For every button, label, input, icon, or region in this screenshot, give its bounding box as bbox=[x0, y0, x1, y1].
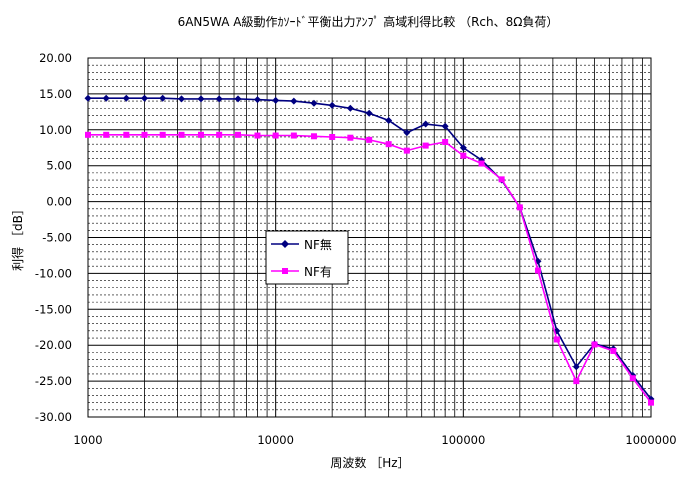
data-point bbox=[459, 144, 467, 152]
data-point bbox=[478, 160, 485, 167]
y-tick-label: -10.00 bbox=[35, 266, 72, 280]
data-point bbox=[178, 95, 186, 103]
data-point bbox=[553, 336, 560, 343]
data-point bbox=[235, 131, 242, 138]
data-point bbox=[460, 152, 467, 159]
y-tick-label: -5.00 bbox=[42, 231, 72, 245]
x-axis-ticks: 1000 10000 100000 1000000 bbox=[73, 433, 676, 447]
data-point bbox=[403, 147, 410, 154]
data-point bbox=[572, 363, 580, 371]
data-point bbox=[328, 101, 336, 109]
data-point bbox=[215, 95, 223, 103]
legend: NF無 NF有 bbox=[265, 230, 349, 285]
data-point bbox=[442, 139, 449, 146]
data-point bbox=[422, 120, 430, 128]
data-point bbox=[346, 104, 354, 112]
data-point bbox=[85, 131, 91, 138]
data-point bbox=[366, 136, 373, 143]
data-point bbox=[422, 142, 429, 149]
y-tick-label: 10.00 bbox=[39, 123, 72, 137]
data-point bbox=[441, 122, 449, 130]
data-point bbox=[385, 141, 392, 148]
data-point bbox=[103, 131, 110, 138]
legend-marker-nf-off bbox=[281, 240, 289, 248]
data-point bbox=[197, 95, 205, 103]
y-tick-label: -15.00 bbox=[35, 302, 72, 316]
data-point bbox=[254, 132, 261, 139]
y-tick-label: 5.00 bbox=[46, 159, 72, 173]
data-point bbox=[140, 94, 148, 102]
data-point bbox=[272, 132, 279, 139]
data-point bbox=[516, 204, 523, 211]
data-point bbox=[573, 378, 580, 385]
data-point bbox=[329, 133, 336, 140]
data-point bbox=[535, 267, 542, 274]
y-axis-ticks: 20.00 15.00 10.00 5.00 0.00 -5.00 -10.00 -15.00… bbox=[35, 51, 72, 424]
data-point bbox=[385, 116, 393, 124]
data-point bbox=[141, 131, 148, 138]
series-layer bbox=[84, 94, 655, 406]
data-point bbox=[159, 131, 166, 138]
data-point bbox=[648, 399, 654, 406]
legend-label-nf-off: NF無 bbox=[304, 237, 332, 252]
data-point bbox=[159, 94, 167, 102]
data-point bbox=[498, 176, 505, 183]
data-point bbox=[591, 341, 598, 348]
data-point bbox=[347, 134, 354, 141]
data-point bbox=[290, 97, 298, 105]
x-tick-label: 1000000 bbox=[625, 433, 676, 447]
y-tick-label: -30.00 bbox=[35, 410, 72, 424]
x-tick-label: 100000 bbox=[441, 433, 485, 447]
plot-border bbox=[87, 57, 652, 418]
data-point bbox=[365, 109, 373, 117]
chart-title: 6AN5WA A級動作ｶｿｰﾄﾞ平衡出力ｱﾝﾌﾟ 高域利得比較 （Rch、8Ω負… bbox=[178, 14, 559, 29]
data-point bbox=[253, 96, 261, 104]
y-axis-label: 利得 ［dB］ bbox=[10, 203, 25, 271]
major-gridlines bbox=[87, 57, 652, 418]
legend-marker-nf-on bbox=[282, 268, 288, 274]
data-point bbox=[234, 95, 242, 103]
data-point bbox=[272, 96, 280, 104]
data-point bbox=[84, 94, 92, 102]
y-tick-label: -20.00 bbox=[35, 338, 72, 352]
minor-gridlines-y bbox=[88, 64, 651, 411]
x-tick-label: 10000 bbox=[257, 433, 294, 447]
y-tick-label: 0.00 bbox=[46, 195, 72, 209]
data-point bbox=[102, 94, 110, 102]
data-point bbox=[310, 133, 317, 140]
data-point bbox=[122, 94, 130, 102]
data-point bbox=[216, 131, 223, 138]
data-point bbox=[123, 131, 130, 138]
data-point bbox=[290, 132, 297, 139]
x-axis-label: 周波数 ［Hz］ bbox=[330, 455, 409, 470]
legend-box bbox=[265, 230, 349, 285]
y-tick-label: 15.00 bbox=[39, 87, 72, 101]
data-point bbox=[178, 131, 185, 138]
legend-label-nf-on: NF有 bbox=[304, 265, 332, 279]
y-tick-label: 20.00 bbox=[39, 51, 72, 65]
y-tick-label: -25.00 bbox=[35, 374, 72, 388]
data-point bbox=[310, 99, 318, 107]
data-point bbox=[629, 375, 636, 382]
data-point bbox=[610, 347, 617, 354]
series-nf-on bbox=[85, 131, 654, 406]
data-point bbox=[403, 129, 411, 137]
x-tick-label: 1000 bbox=[73, 433, 102, 447]
data-point bbox=[197, 131, 204, 138]
